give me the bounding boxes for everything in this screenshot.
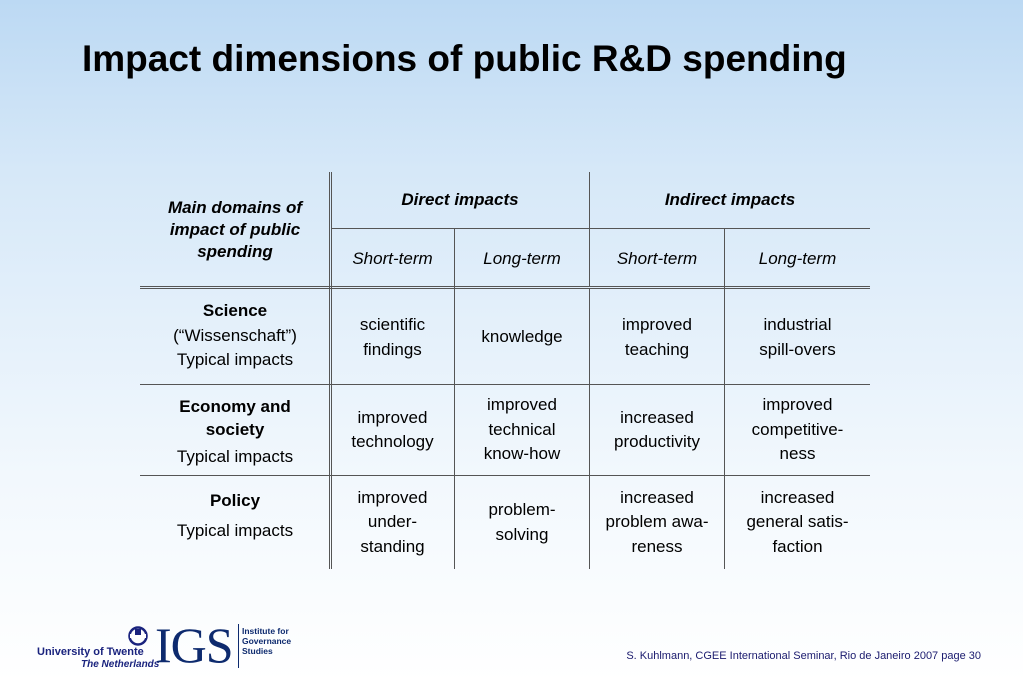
group-header-direct: Direct impacts (401, 189, 519, 209)
table-divider (454, 228, 455, 569)
table-cell: increased general satis- faction (746, 487, 849, 556)
table-cell: industrial spill-overs (759, 315, 836, 359)
footer-citation: S. Kuhlmann, CGEE International Seminar,… (626, 650, 981, 662)
table-divider (329, 172, 332, 569)
table-cell: problem- solving (488, 500, 556, 544)
ut-name: University of Twente (37, 646, 144, 658)
domain-subname: (“Wissenschaft”) (173, 325, 297, 345)
sub-header: Long-term (483, 248, 561, 268)
twente-emblem-icon (128, 626, 148, 646)
sub-header: Short-term (352, 248, 433, 268)
table-cell: improved competitive- ness (751, 395, 844, 464)
igs-letters: IGS (155, 617, 234, 673)
table-row-label: Economy and society Typical impacts (140, 392, 330, 472)
sub-header: Long-term (758, 248, 837, 268)
igs-subtitle: Institute for Governance Studies (242, 626, 292, 656)
table-cell: improved teaching (622, 315, 692, 359)
table-divider (331, 228, 870, 229)
logo-divider (238, 624, 239, 668)
typical-impacts-label: Typical impacts (176, 446, 294, 466)
table-divider (140, 475, 870, 476)
domain-name: Economy and society (179, 396, 291, 439)
university-of-twente-logo: University of Twente The Netherlands (37, 626, 159, 670)
typical-impacts-label: Typical impacts (176, 350, 294, 370)
group-header-indirect: Indirect impacts (664, 189, 796, 209)
table-row-label: Science (“Wissenschaft”) Typical impacts (140, 298, 330, 374)
typical-impacts-label: Typical impacts (176, 520, 294, 540)
sub-header: Short-term (616, 248, 698, 268)
domain-name: Policy (209, 491, 261, 510)
domain-name: Science (202, 301, 268, 321)
table-cell: knowledge (481, 327, 563, 347)
page-title: Impact dimensions of public R&D spending (82, 38, 847, 79)
table-divider (724, 228, 725, 569)
table-cell: increased problem awa- reness (605, 487, 709, 556)
ut-country: The Netherlands (81, 659, 160, 670)
table-divider (140, 384, 870, 385)
table-cell: improved technical know-how (483, 395, 561, 464)
table-cell: increased productivity (614, 407, 700, 452)
table-cell: improved technology (351, 407, 434, 452)
igs-logo: IGS Institute for Governance Studies (155, 620, 295, 672)
table-cell: improved under- standing (357, 487, 428, 556)
table-divider (140, 286, 870, 289)
table-divider (589, 172, 590, 287)
corner-header: Main domains of impact of public spendin… (167, 198, 303, 261)
table-row-label: Policy Typical impacts (140, 486, 330, 546)
table-cell: scientific findings (359, 315, 426, 359)
table-divider (589, 289, 590, 569)
